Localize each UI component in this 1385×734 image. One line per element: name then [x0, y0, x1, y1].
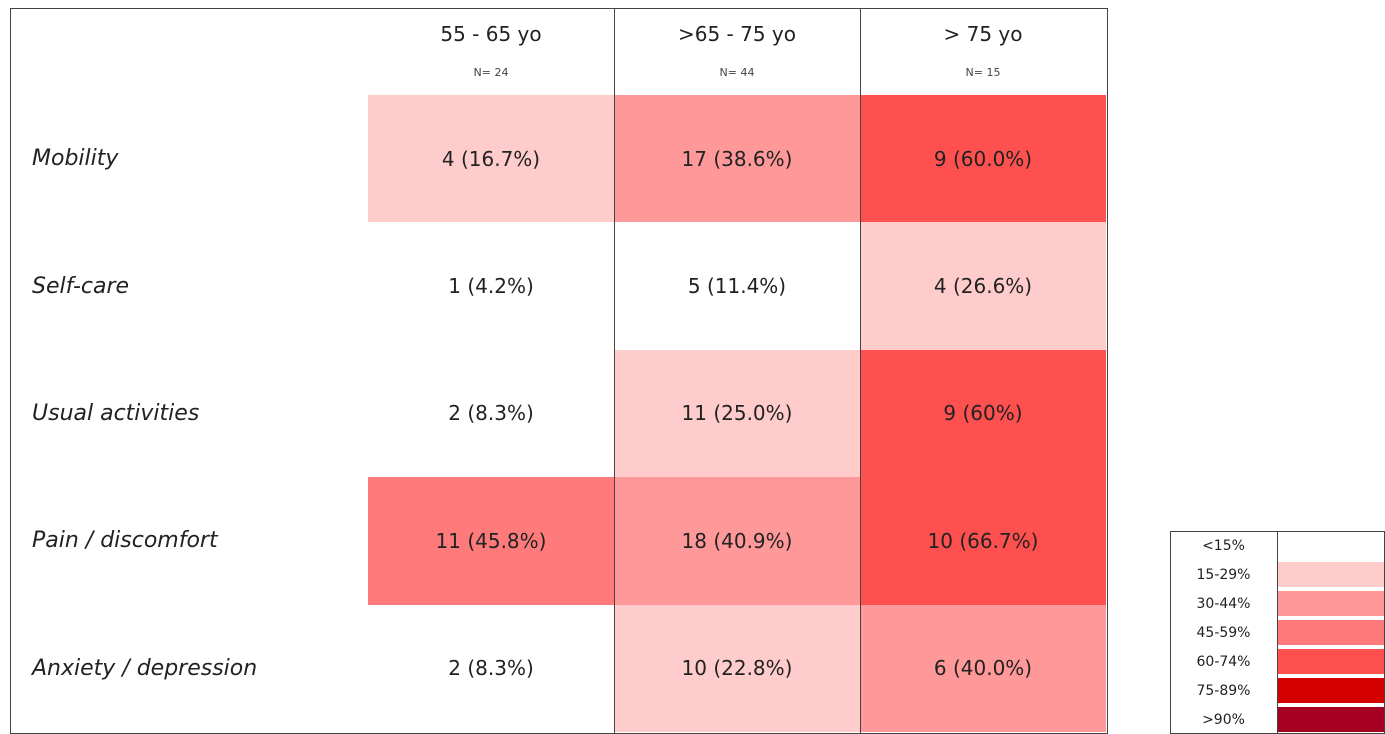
legend-swatch	[1277, 562, 1385, 587]
legend-border	[1170, 531, 1171, 734]
cell: 11 (45.8%)	[368, 477, 614, 605]
legend-swatch	[1277, 533, 1385, 558]
cell: 2 (8.3%)	[368, 349, 614, 478]
legend-label: 60-74%	[1196, 653, 1251, 670]
column-divider	[614, 8, 615, 734]
column-title: 55 - 65 yo	[440, 22, 542, 46]
cell: 5 (11.4%)	[614, 222, 860, 350]
cell: 2 (8.3%)	[368, 604, 614, 732]
legend-label: 15-29%	[1196, 566, 1251, 583]
cell: 9 (60%)	[860, 349, 1106, 478]
column-n: N= 24	[473, 65, 509, 79]
legend-label: 30-44%	[1196, 595, 1251, 612]
cell: 4 (16.7%)	[368, 95, 614, 223]
legend-swatch	[1277, 707, 1385, 732]
row-label: Anxiety / depression	[32, 655, 258, 681]
cell: 17 (38.6%)	[614, 95, 860, 223]
column-n: N= 15	[965, 65, 1001, 79]
legend-swatch	[1277, 678, 1385, 703]
cell: 10 (66.7%)	[860, 477, 1106, 605]
cell: 10 (22.8%)	[614, 604, 860, 732]
column-title: >65 - 75 yo	[677, 22, 797, 46]
legend-label: <15%	[1202, 537, 1245, 554]
table-border	[1107, 8, 1108, 734]
legend-label: 75-89%	[1196, 682, 1251, 699]
row-label: Pain / discomfort	[32, 528, 218, 554]
cell: 9 (60.0%)	[860, 95, 1106, 223]
legend-swatch	[1277, 591, 1385, 616]
column-n: N= 44	[719, 65, 755, 79]
cell: 11 (25.0%)	[614, 349, 860, 478]
legend-swatch	[1277, 649, 1385, 674]
legend-label: >90%	[1202, 711, 1245, 728]
column-divider	[860, 8, 861, 734]
table-border	[10, 8, 11, 734]
legend-border	[1277, 531, 1278, 734]
column-title: > 75 yo	[943, 22, 1023, 46]
cell: 6 (40.0%)	[860, 604, 1106, 732]
table-border	[10, 8, 1108, 9]
cell: 1 (4.2%)	[368, 222, 614, 350]
row-label: Usual activities	[32, 400, 200, 426]
cell: 4 (26.6%)	[860, 222, 1106, 350]
legend-swatch	[1277, 620, 1385, 645]
cell: 18 (40.9%)	[614, 477, 860, 605]
row-label: Mobility	[32, 146, 119, 172]
legend-label: 45-59%	[1196, 624, 1251, 641]
row-label: Self-care	[32, 273, 130, 299]
